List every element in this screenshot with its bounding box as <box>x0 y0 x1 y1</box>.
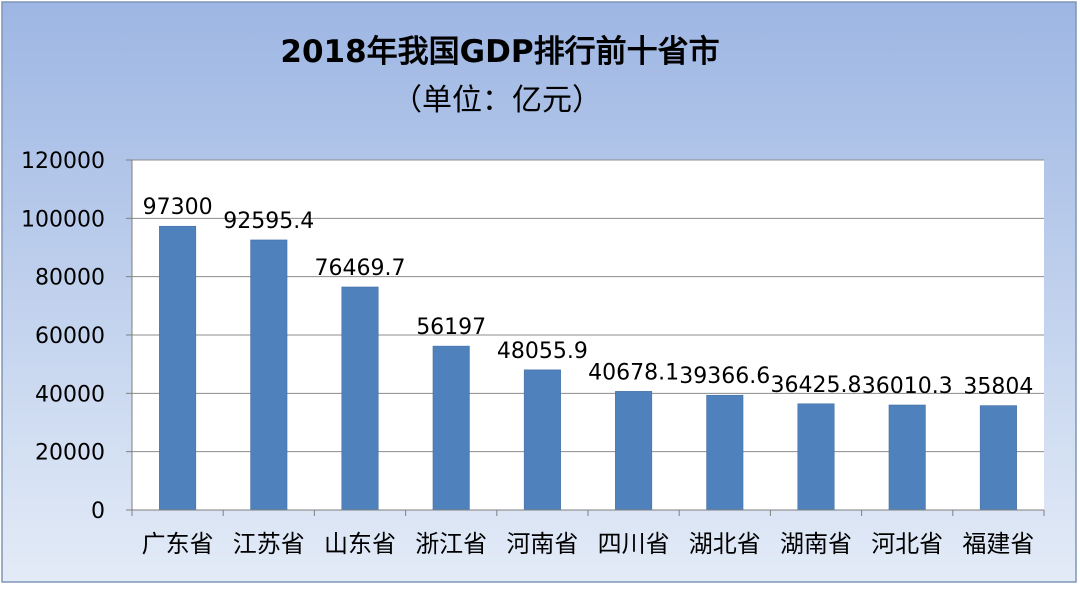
bars <box>159 225 1017 511</box>
bar <box>979 405 1017 511</box>
bar-value-label: 97300 <box>143 195 213 220</box>
x-tick-label: 河南省 <box>506 530 578 558</box>
y-tick-labels: 0 20000 40000 60000 80000 100000 120000 <box>21 149 105 524</box>
bar <box>341 286 379 511</box>
bar-value-label: 39366.6 <box>679 364 770 389</box>
y-tick-label: 100000 <box>21 207 105 232</box>
bar-value-label: 36425.8 <box>771 373 862 398</box>
x-tick-label: 浙江省 <box>415 530 487 558</box>
y-tick-label: 80000 <box>35 266 105 291</box>
bar-value-label: 76469.7 <box>315 256 406 281</box>
x-tick-label: 湖北省 <box>689 530 761 558</box>
bar <box>523 369 561 511</box>
x-tick-labels: 广东省 江苏省 山东省 浙江省 河南省 四川省 湖北省 湖南省 河北省 福建省 <box>142 530 1035 558</box>
bar-value-label: 56197 <box>416 315 486 340</box>
bar <box>432 345 470 511</box>
bar-value-label: 35804 <box>963 375 1033 400</box>
x-tick-label: 四川省 <box>598 530 670 558</box>
bar <box>706 394 744 511</box>
axes <box>126 159 1045 516</box>
y-tick-label: 40000 <box>35 382 105 407</box>
y-tick-label: 20000 <box>35 441 105 466</box>
chart-subtitle: （单位：亿元） <box>392 83 602 118</box>
bar <box>615 391 653 511</box>
x-tick-label: 江苏省 <box>233 530 305 558</box>
x-tick-label: 广东省 <box>142 530 214 558</box>
bar <box>797 403 835 511</box>
bar-value-label: 48055.9 <box>497 339 588 364</box>
y-tick-label: 0 <box>91 499 105 524</box>
x-tick-label: 河北省 <box>871 530 943 558</box>
bar-value-label: 40678.1 <box>588 360 679 385</box>
bar <box>250 239 288 511</box>
x-tick-label: 福建省 <box>962 530 1034 558</box>
chart-title: 2018年我国GDP排行前十省市 <box>280 34 719 70</box>
bar <box>159 225 197 511</box>
y-tick-label: 60000 <box>35 324 105 349</box>
bar-value-label: 92595.4 <box>223 209 314 234</box>
bar <box>888 404 926 511</box>
bar-value-label: 36010.3 <box>862 374 953 399</box>
x-tick-label: 山东省 <box>324 530 396 558</box>
y-tick-label: 120000 <box>21 149 105 174</box>
x-tick-label: 湖南省 <box>780 530 852 558</box>
